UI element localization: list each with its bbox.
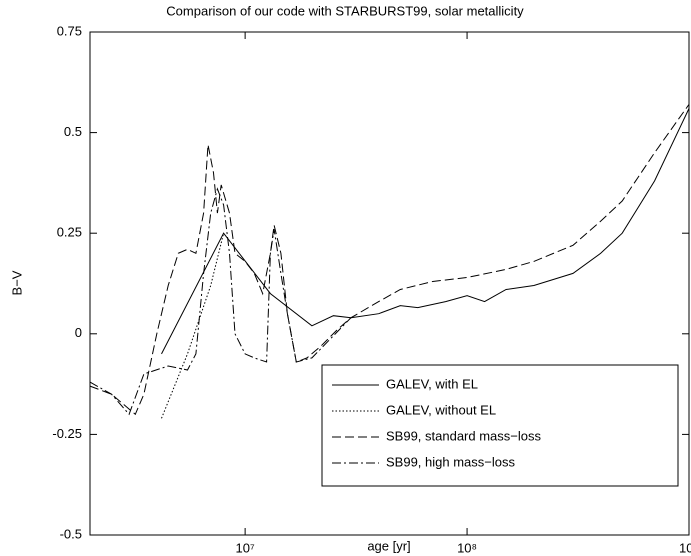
x-tick-label: 10⁷	[236, 540, 255, 555]
legend-label: SB99, standard mass−loss	[386, 428, 541, 443]
y-tick-label: 0	[75, 325, 82, 340]
x-tick-label: 10⁹	[679, 540, 691, 555]
x-axis-label: age [yr]	[367, 538, 410, 553]
legend-label: GALEV, without EL	[386, 402, 496, 417]
legend-label: SB99, high mass−loss	[386, 454, 515, 469]
y-axis-label: B−V	[9, 270, 24, 295]
legend-box	[321, 364, 679, 487]
series-line	[161, 108, 690, 355]
y-tick-label: 0.75	[57, 23, 82, 38]
series-line	[161, 233, 225, 419]
legend-label: GALEV, with EL	[386, 376, 478, 391]
series-line	[89, 104, 690, 416]
plot-frame	[89, 31, 690, 536]
chart-title: Comparison of our code with STARBURST99,…	[166, 3, 524, 18]
y-tick-label: -0.5	[60, 526, 82, 541]
series-line	[89, 187, 352, 416]
y-tick-label: 0.25	[57, 225, 82, 240]
y-tick-label: -0.25	[52, 426, 82, 441]
y-tick-label: 0.5	[64, 124, 82, 139]
x-tick-label: 10⁸	[457, 540, 477, 555]
